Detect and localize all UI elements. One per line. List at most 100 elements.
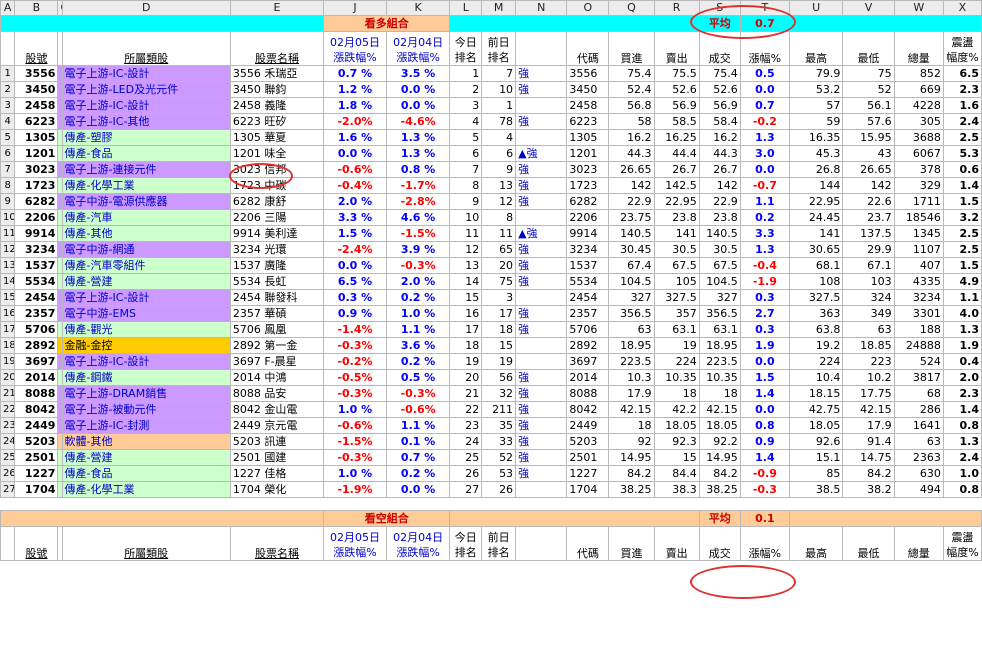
deal[interactable]: 18.05 (698, 417, 741, 434)
spread[interactable]: 4.9 (942, 273, 982, 290)
signal[interactable]: ▲強 (515, 145, 568, 162)
low[interactable]: 52 (842, 81, 895, 98)
table-row[interactable]: 5 1305 傳產-塑膠 1305 華夏 1.6 % 1.3 % 5 4 1305 16.2 16.… (0, 129, 982, 146)
deal[interactable]: 327 (698, 289, 741, 306)
ask[interactable]: 38.3 (653, 481, 700, 498)
row-number[interactable]: 12 (0, 241, 16, 258)
bid[interactable]: 44.3 (608, 145, 655, 162)
rank-today[interactable]: 9 (449, 193, 483, 210)
change-0205[interactable]: -0.3% (323, 385, 387, 402)
change-0204[interactable]: 1.1 % (385, 321, 451, 338)
bid[interactable]: 18 (608, 417, 655, 434)
signal[interactable]: 強 (515, 465, 568, 482)
ask[interactable]: 84.4 (653, 465, 700, 482)
spread[interactable]: 1.6 (942, 97, 982, 114)
row-number[interactable]: 17 (0, 321, 16, 338)
stock-name[interactable]: 2454 聯發科 (229, 289, 325, 306)
ask[interactable]: 30.5 (653, 241, 700, 258)
change-0205[interactable]: -1.4% (323, 321, 387, 338)
change-pct[interactable]: -0.7 (739, 177, 790, 194)
change-pct[interactable]: 1.5 (739, 369, 790, 386)
ticker[interactable]: 2206 (566, 209, 610, 226)
high[interactable]: 42.75 (788, 401, 844, 418)
table-row[interactable]: 27 1704 傳產-化學工業 1704 榮化 -1.9% 0.0 % 27 26 1704 38… (0, 481, 982, 498)
ticker[interactable]: 2501 (566, 449, 610, 466)
ask[interactable]: 44.4 (653, 145, 700, 162)
bid[interactable]: 58 (608, 113, 655, 130)
table-row[interactable]: 11 9914 傳產-其他 9914 美利達 1.5 % -1.5% 11 11 ▲強 9914 1… (0, 225, 982, 242)
change-pct[interactable]: 0.2 (739, 209, 790, 226)
row-number[interactable]: 13 (0, 257, 16, 274)
rank-today[interactable]: 17 (449, 321, 483, 338)
bid[interactable]: 10.3 (608, 369, 655, 386)
stock-code[interactable]: 1305 (14, 129, 59, 146)
rank-prev[interactable]: 11 (481, 225, 517, 242)
spread[interactable]: 0.8 (942, 481, 982, 498)
volume[interactable]: 24888 (893, 337, 944, 354)
category[interactable]: 電子中游-電源供應器 (61, 193, 231, 210)
volume[interactable]: 3688 (893, 129, 944, 146)
rank-today[interactable]: 12 (449, 241, 483, 258)
rank-today[interactable]: 11 (449, 225, 483, 242)
change-pct[interactable]: 1.3 (739, 241, 790, 258)
high[interactable]: 22.95 (788, 193, 844, 210)
table-row[interactable]: 18 2892 金融-金控 2892 第一金 -0.3% 3.6 % 18 15 2892 18.… (0, 337, 982, 354)
change-pct[interactable]: 0.0 (739, 161, 790, 178)
deal[interactable]: 92.2 (698, 433, 741, 450)
table-row[interactable]: 19 3697 電子上游-IC-設計 3697 F-晨星 -0.2% 0.2 % 19 19 3… (0, 353, 982, 370)
bid[interactable]: 26.65 (608, 161, 655, 178)
change-0204[interactable]: 0.0 % (385, 97, 451, 114)
low[interactable]: 137.5 (842, 225, 895, 242)
column-letter[interactable]: O (566, 0, 610, 16)
low[interactable]: 26.65 (842, 161, 895, 178)
ticker[interactable]: 2449 (566, 417, 610, 434)
low[interactable]: 14.75 (842, 449, 895, 466)
rank-prev[interactable]: 52 (481, 449, 517, 466)
signal[interactable]: 強 (515, 65, 568, 82)
rank-prev[interactable]: 17 (481, 305, 517, 322)
change-0205[interactable]: 1.2 % (323, 81, 387, 98)
signal[interactable]: 強 (515, 81, 568, 98)
low[interactable]: 63 (842, 321, 895, 338)
rank-today[interactable]: 20 (449, 369, 483, 386)
change-pct[interactable]: 0.3 (739, 321, 790, 338)
category[interactable]: 電子中游-EMS (61, 305, 231, 322)
column-letter[interactable]: B (14, 0, 59, 16)
deal[interactable]: 18.95 (698, 337, 741, 354)
stock-name[interactable]: 1723 中碳 (229, 177, 325, 194)
ticker[interactable]: 1305 (566, 129, 610, 146)
change-0205[interactable]: -0.3% (323, 449, 387, 466)
rank-prev[interactable]: 3 (481, 289, 517, 306)
column-letter[interactable]: J (323, 0, 387, 16)
stock-name[interactable]: 2357 華碩 (229, 305, 325, 322)
bid[interactable]: 84.2 (608, 465, 655, 482)
row-number[interactable]: 3 (0, 97, 16, 114)
change-0204[interactable]: 2.0 % (385, 273, 451, 290)
rank-prev[interactable]: 10 (481, 81, 517, 98)
table-row[interactable]: 23 2449 電子上游-IC-封測 2449 京元電 -0.6% 1.1 % 23 35 強 2… (0, 417, 982, 434)
bid[interactable]: 52.4 (608, 81, 655, 98)
bid[interactable]: 42.15 (608, 401, 655, 418)
rank-today[interactable]: 25 (449, 449, 483, 466)
high[interactable]: 141 (788, 225, 844, 242)
rank-today[interactable]: 3 (449, 97, 483, 114)
signal[interactable] (515, 337, 568, 354)
ask[interactable]: 327.5 (653, 289, 700, 306)
change-0204[interactable]: 0.2 % (385, 465, 451, 482)
ticker[interactable]: 3023 (566, 161, 610, 178)
volume[interactable]: 1711 (893, 193, 944, 210)
rank-prev[interactable]: 53 (481, 465, 517, 482)
ask[interactable]: 18 (653, 385, 700, 402)
change-0204[interactable]: -4.6% (385, 113, 451, 130)
table-row[interactable]: 8 1723 傳產-化學工業 1723 中碳 -0.4% -1.7% 8 13 強 1723 142… (0, 177, 982, 194)
stock-code[interactable]: 2449 (14, 417, 59, 434)
high[interactable]: 19.2 (788, 337, 844, 354)
high[interactable]: 144 (788, 177, 844, 194)
rank-prev[interactable]: 65 (481, 241, 517, 258)
signal[interactable]: 強 (515, 401, 568, 418)
table-row[interactable]: 4 6223 電子上游-IC-其他 6223 旺矽 -2.0% -4.6% 4 78 強 6223… (0, 113, 982, 130)
stock-name[interactable]: 2892 第一金 (229, 337, 325, 354)
signal[interactable]: 強 (515, 433, 568, 450)
signal[interactable]: 強 (515, 321, 568, 338)
column-letter[interactable]: T (739, 0, 790, 16)
